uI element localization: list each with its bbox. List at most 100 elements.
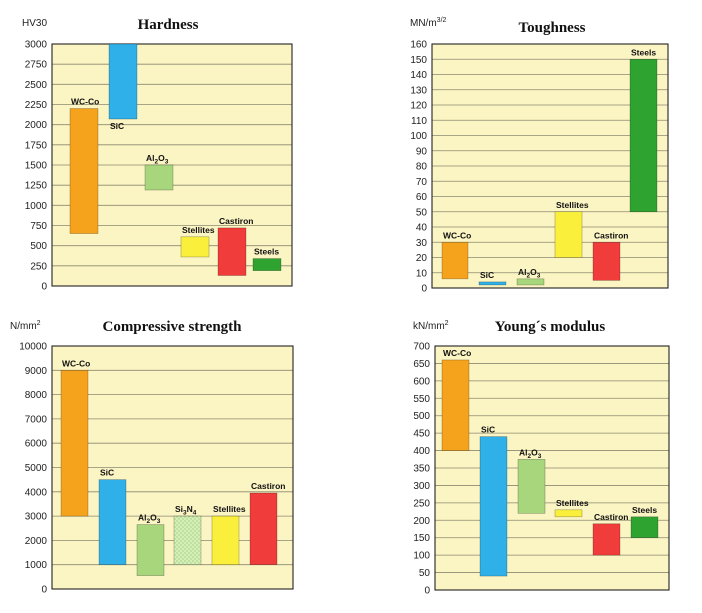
bar-sic-label: SiC bbox=[481, 425, 495, 435]
y-axis-unit-label: HV30 bbox=[22, 18, 47, 29]
y-tick-label: 600 bbox=[413, 376, 430, 387]
bar-al2o3-label: Al2O3 bbox=[519, 447, 542, 460]
y-tick-label: 150 bbox=[410, 55, 427, 66]
y-tick-label: 100 bbox=[413, 551, 430, 562]
y-tick-label: 90 bbox=[416, 146, 428, 157]
y-tick-label: 30 bbox=[416, 238, 428, 249]
y-tick-label: 60 bbox=[416, 192, 428, 203]
y-tick-label: 3000 bbox=[25, 512, 48, 523]
y-tick-label: 3000 bbox=[25, 40, 48, 51]
y-tick-label: 400 bbox=[413, 446, 430, 457]
bar-stellites bbox=[180, 236, 210, 258]
y-tick-label: 0 bbox=[424, 586, 430, 597]
bar-al2o3 bbox=[136, 524, 165, 576]
bar-cast-iron bbox=[592, 241, 621, 281]
y-tick-label: 1000 bbox=[25, 201, 48, 212]
y-tick-label: 0 bbox=[421, 284, 427, 295]
y-tick-label: 450 bbox=[413, 429, 430, 440]
bar-cast-iron bbox=[592, 523, 621, 556]
bar-steels bbox=[252, 258, 282, 271]
y-axis-unit-label: kN/mm2 bbox=[413, 320, 449, 332]
y-tick-label: 650 bbox=[413, 359, 430, 370]
y-tick-label: 0 bbox=[41, 282, 47, 293]
bar-steels-label: Steels bbox=[631, 47, 656, 57]
y-tick-label: 250 bbox=[30, 261, 47, 272]
y-tick-label: 6000 bbox=[25, 439, 48, 450]
y-tick-label: 110 bbox=[411, 116, 427, 127]
y-tick-label: 0 bbox=[41, 585, 47, 596]
y-tick-label: 130 bbox=[410, 85, 427, 96]
bar-sic bbox=[479, 436, 508, 577]
y-tick-label: 50 bbox=[419, 568, 431, 579]
y-tick-label: 1000 bbox=[25, 560, 48, 571]
y-axis-unit-label: N/mm2 bbox=[10, 320, 41, 332]
y-tick-label: 140 bbox=[410, 70, 427, 81]
bar-cast-iron bbox=[217, 227, 247, 276]
bar-sic bbox=[108, 43, 138, 120]
bar-sic-label: SiC bbox=[110, 121, 124, 131]
bar-steels bbox=[630, 516, 659, 539]
y-tick-label: 2750 bbox=[25, 60, 48, 71]
y-tick-label: 700 bbox=[413, 342, 430, 353]
plot-frame bbox=[434, 345, 670, 591]
bar-si3n4 bbox=[173, 515, 202, 565]
y-tick-label: 4000 bbox=[25, 487, 48, 498]
y-tick-label: 150 bbox=[413, 533, 430, 544]
bar-sic-label: SiC bbox=[480, 270, 494, 280]
bar-cast-iron-label: Castiron bbox=[594, 512, 629, 522]
bar-si3n4-label: Si3N4 bbox=[175, 504, 197, 517]
bar-cast-iron-label: Castiron bbox=[251, 481, 286, 491]
bar-stellites bbox=[211, 515, 240, 565]
plot-frame bbox=[431, 43, 669, 289]
bar-cast-iron-label: Castiron bbox=[219, 216, 254, 226]
y-tick-label: 2500 bbox=[25, 80, 48, 91]
bar-sic bbox=[98, 479, 127, 565]
bar-wc-co-label: WC-Co bbox=[443, 348, 471, 358]
chart-title: Hardness bbox=[138, 17, 199, 33]
bar-stellites-label: Stellites bbox=[556, 498, 589, 508]
y-tick-label: 250 bbox=[413, 498, 430, 509]
y-tick-label: 750 bbox=[30, 221, 47, 232]
y-tick-label: 70 bbox=[416, 177, 428, 188]
y-tick-label: 10000 bbox=[19, 342, 47, 353]
y-tick-label: 500 bbox=[413, 411, 430, 422]
y-tick-label: 2250 bbox=[25, 100, 48, 111]
bar-wc-co bbox=[441, 359, 470, 451]
bar-wc-co-label: WC-Co bbox=[443, 230, 471, 240]
chart-title: Young´s modulus bbox=[495, 319, 606, 335]
y-tick-label: 1250 bbox=[25, 181, 48, 192]
bar-stellites-label: Stellites bbox=[182, 225, 215, 235]
y-tick-label: 100 bbox=[410, 131, 427, 142]
bar-wc-co bbox=[441, 241, 469, 280]
y-tick-label: 50 bbox=[416, 207, 428, 218]
bar-al2o3-label: Al2O3 bbox=[146, 153, 169, 166]
bar-wc-co-label: WC-Co bbox=[62, 358, 90, 368]
chart-title: Compressive strength bbox=[102, 319, 242, 335]
y-tick-label: 500 bbox=[30, 241, 47, 252]
bar-steels bbox=[629, 58, 658, 213]
bar-steels-label: Steels bbox=[632, 505, 657, 515]
plot-frame bbox=[51, 43, 293, 287]
bar-stellites-label: Stellites bbox=[213, 504, 246, 514]
y-tick-label: 350 bbox=[413, 464, 430, 475]
plot-frame bbox=[51, 345, 294, 590]
chart-panel-0: 0 250 500 750 1000 1250 1500 1750 2000 2250 2500 27… bbox=[25, 17, 293, 293]
bar-al2o3-label: Al2O3 bbox=[138, 513, 161, 526]
y-tick-label: 9000 bbox=[25, 366, 48, 377]
bar-cast-iron-label: Castiron bbox=[594, 230, 629, 240]
bar-al2o3 bbox=[144, 164, 174, 191]
y-tick-label: 5000 bbox=[25, 463, 48, 474]
bar-al2o3-label: Al2O3 bbox=[518, 267, 541, 280]
y-tick-label: 120 bbox=[410, 101, 427, 112]
bar-al2o3 bbox=[517, 458, 546, 514]
y-tick-label: 1500 bbox=[25, 161, 48, 172]
y-tick-label: 550 bbox=[413, 394, 430, 405]
y-tick-label: 8000 bbox=[25, 390, 48, 401]
bar-sic bbox=[478, 281, 507, 286]
bar-stellites bbox=[554, 509, 583, 518]
y-tick-label: 20 bbox=[416, 253, 428, 264]
bar-sic-label: SiC bbox=[100, 468, 114, 478]
bar-cast-iron bbox=[249, 492, 278, 566]
y-tick-label: 160 bbox=[410, 40, 427, 51]
